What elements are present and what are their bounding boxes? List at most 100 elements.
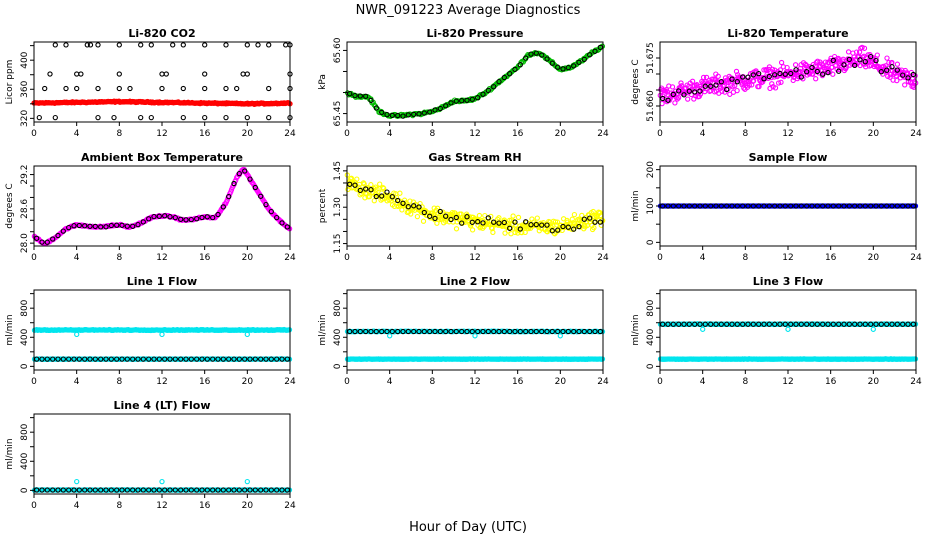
data-point [571, 226, 577, 232]
data-point [517, 62, 523, 68]
data-point [571, 328, 577, 335]
data-point [674, 96, 681, 102]
data-points [31, 326, 293, 362]
data-point [587, 215, 593, 221]
x-tick-label: 12 [156, 377, 167, 387]
data-point [266, 42, 272, 48]
data-point [87, 356, 93, 362]
y-tick-label: 400 [333, 328, 343, 345]
x-tick-label: 0 [31, 501, 37, 511]
data-point [283, 42, 289, 48]
data-point [910, 71, 916, 78]
data-point [597, 44, 603, 51]
x-tick-label: 20 [555, 377, 567, 387]
data-point [853, 49, 860, 55]
data-point [231, 180, 237, 187]
data-point [432, 215, 438, 222]
data-point [416, 328, 422, 335]
data-point [734, 203, 740, 209]
data-point [512, 328, 518, 335]
data-point [517, 226, 523, 232]
plot-frame [659, 41, 917, 123]
data-point [151, 213, 157, 220]
data-point [557, 333, 563, 339]
data-point [252, 184, 258, 191]
data-point [507, 71, 513, 77]
y-axis-label: degrees C [5, 183, 15, 228]
data-point [361, 181, 367, 187]
data-point [453, 226, 460, 232]
data-point [453, 328, 459, 335]
data-point [284, 224, 290, 230]
data-point [352, 328, 358, 335]
x-tick-label: 16 [199, 253, 211, 263]
data-point [681, 92, 687, 98]
y-tick-label: 28.0 [20, 233, 30, 253]
data-point [39, 239, 45, 245]
data-point [449, 209, 456, 216]
data-point [702, 203, 708, 209]
data-point [103, 356, 109, 362]
data-point [772, 85, 779, 91]
data-point [745, 203, 751, 209]
data-point [366, 193, 373, 200]
panel-pressure: Li-820 Pressure 0 4 8 12 16 20 24 65.45 65.60 kPa [318, 27, 609, 139]
data-point [884, 55, 890, 61]
data-point [809, 64, 815, 71]
data-point [766, 73, 772, 80]
data-point [138, 42, 144, 48]
data-point [874, 52, 880, 58]
data-point [170, 42, 176, 48]
data-point [84, 42, 90, 48]
data-point [395, 328, 401, 335]
data-point [39, 356, 45, 362]
data-point [713, 82, 719, 88]
x-tick-label: 8 [116, 501, 122, 511]
data-point [501, 328, 507, 335]
data-point [258, 193, 264, 199]
data-point [579, 212, 585, 219]
data-point [183, 356, 189, 362]
data-point [480, 91, 486, 97]
data-point [47, 71, 53, 77]
data-point [274, 214, 280, 221]
x-tick-label: 20 [242, 501, 254, 511]
plot-frame [346, 165, 604, 247]
data-point [670, 203, 676, 209]
panel-title: Ambient Box Temperature [81, 151, 243, 164]
data-point [533, 221, 539, 228]
data-point [421, 328, 427, 335]
data-point [892, 67, 898, 73]
data-point [678, 80, 684, 86]
data-point [772, 203, 778, 209]
x-tick-label: 20 [555, 129, 567, 139]
y-tick-label: 800 [333, 299, 343, 316]
data-point [861, 45, 868, 51]
data-point [523, 219, 529, 225]
data-point [411, 328, 417, 335]
y-tick-label: 51.660 [646, 90, 656, 122]
x-tick-label: 20 [868, 129, 880, 139]
data-point [180, 42, 186, 48]
data-point [223, 114, 229, 121]
data-point [411, 203, 417, 209]
data-point [809, 203, 815, 209]
data-point [734, 87, 740, 94]
data-points [657, 321, 919, 362]
data-point [496, 78, 502, 85]
panel-title: Li-820 Pressure [427, 27, 524, 40]
data-point [464, 97, 470, 103]
data-point [178, 216, 184, 222]
data-point [74, 331, 80, 338]
data-point [443, 328, 449, 335]
data-point [363, 328, 369, 335]
data-point [119, 356, 125, 362]
y-axis-label: ml/min [631, 314, 641, 345]
data-point [347, 91, 353, 97]
data-point [379, 193, 385, 199]
data-point [172, 214, 178, 221]
x-tick-label: 20 [242, 377, 254, 387]
data-point [76, 222, 82, 229]
